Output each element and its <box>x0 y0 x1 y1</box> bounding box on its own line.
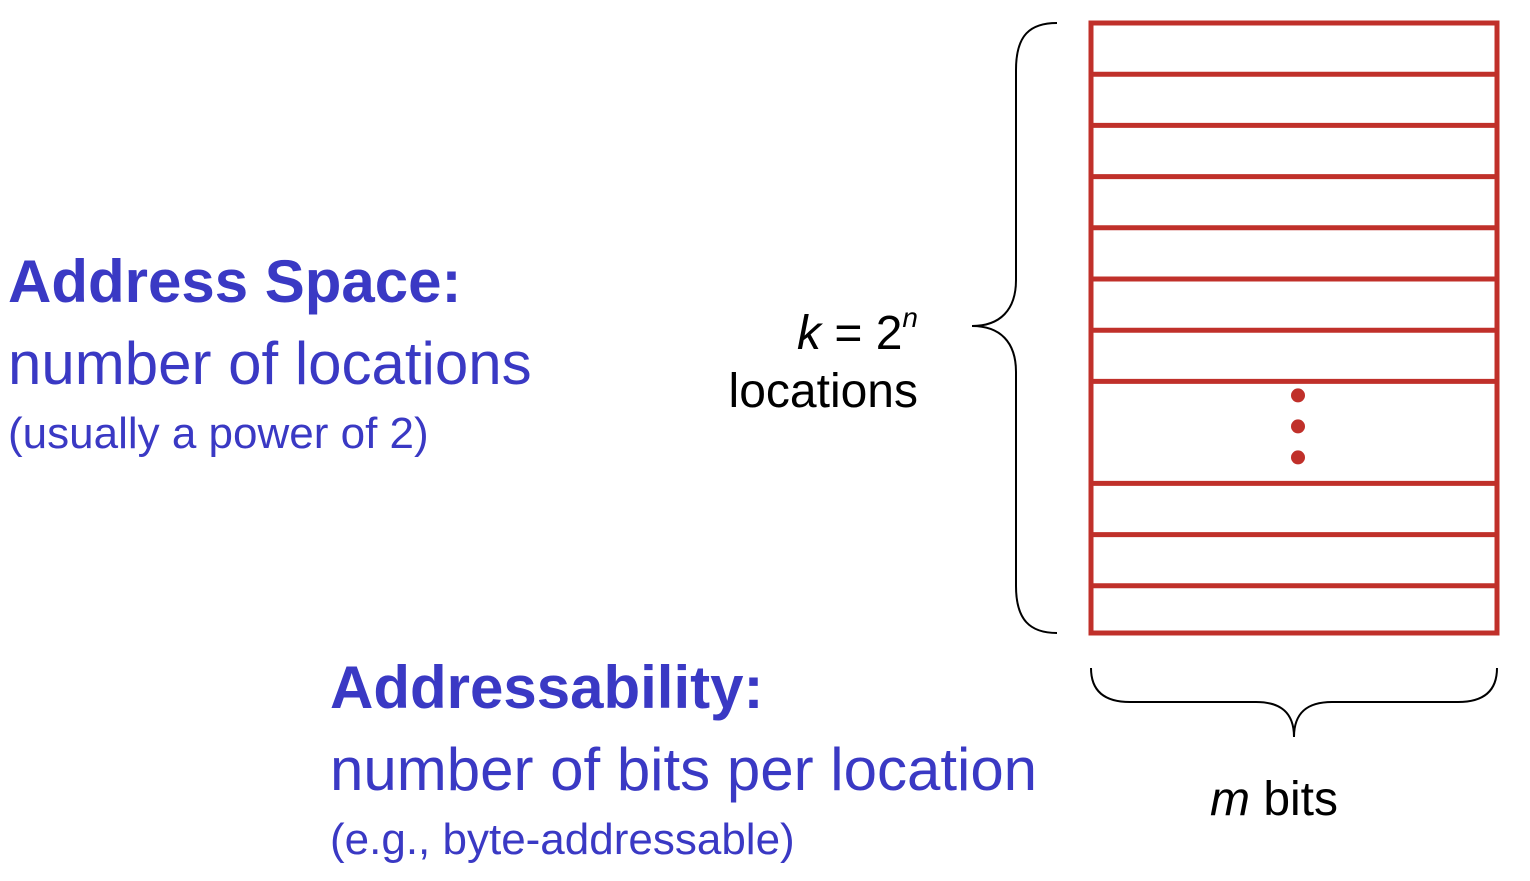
locations-formula: k = 2n <box>797 304 918 358</box>
locations-variable: k <box>797 307 822 360</box>
addressability-heading: Addressability: <box>330 654 764 721</box>
ellipsis-dot <box>1291 419 1305 434</box>
locations-equals: = 2 <box>821 307 903 360</box>
bits-brace <box>1090 667 1498 738</box>
address-space-heading: Address Space: <box>8 248 462 315</box>
memory-block <box>1088 20 1500 636</box>
locations-word: locations <box>728 365 918 418</box>
address-space-note: (usually a power of 2) <box>8 409 429 458</box>
address-space-description: number of locations <box>8 330 532 397</box>
locations-brace <box>971 22 1058 634</box>
addressability-note: (e.g., byte-addressable) <box>330 815 795 864</box>
addressability-description: number of bits per location <box>330 736 1038 803</box>
bits-variable: m <box>1210 773 1250 826</box>
ellipsis-dot <box>1291 388 1305 403</box>
bits-label: m bits <box>1210 776 1338 824</box>
bits-word: bits <box>1249 773 1339 826</box>
locations-exponent: n <box>902 302 918 333</box>
ellipsis-dot <box>1291 450 1305 465</box>
